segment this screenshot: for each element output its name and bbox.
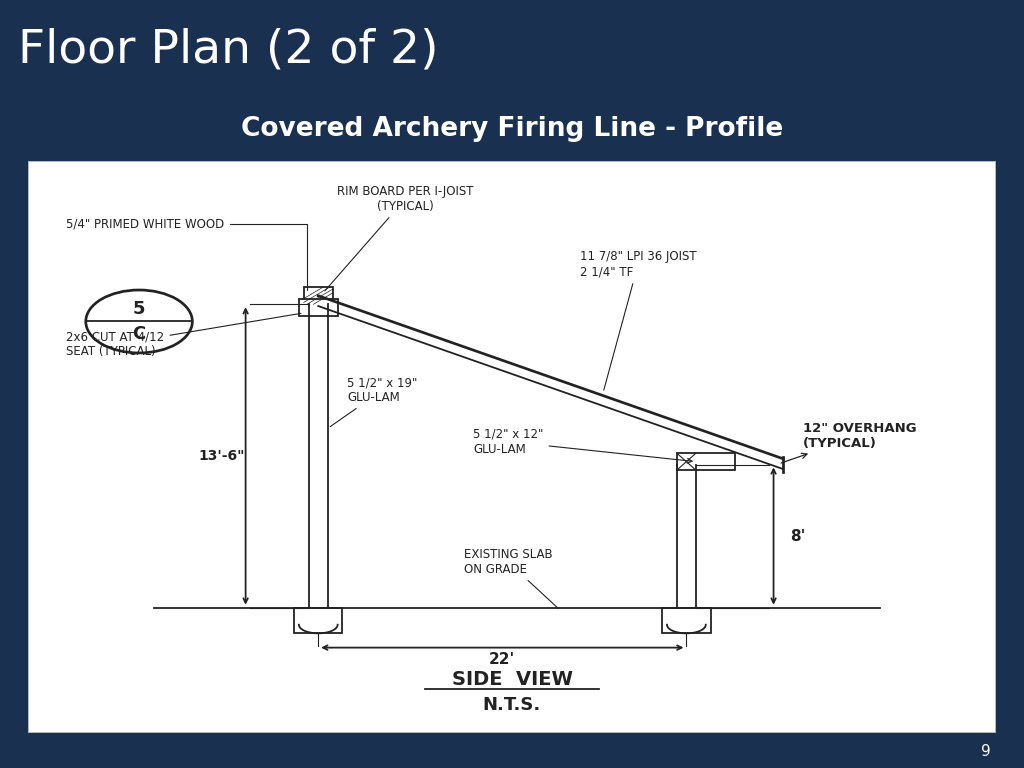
- Text: RIM BOARD PER I-JOIST
(TYPICAL): RIM BOARD PER I-JOIST (TYPICAL): [325, 185, 474, 291]
- Text: 13'-6": 13'-6": [198, 449, 245, 463]
- Text: 2x6 CUT AT 4/12
SEAT (TYPICAL): 2x6 CUT AT 4/12 SEAT (TYPICAL): [67, 313, 301, 359]
- Bar: [304, 287, 333, 304]
- Text: EXISTING SLAB
ON GRADE: EXISTING SLAB ON GRADE: [464, 548, 558, 608]
- Text: 5: 5: [133, 300, 145, 318]
- Text: C: C: [132, 325, 145, 343]
- Text: 11 7/8" LPI 36 JOIST
2 1/4" TF: 11 7/8" LPI 36 JOIST 2 1/4" TF: [580, 250, 696, 390]
- Text: 5 1/2" x 19"
GLU-LAM: 5 1/2" x 19" GLU-LAM: [330, 376, 418, 426]
- Text: 9: 9: [981, 744, 990, 760]
- Text: Floor Plan (2 of 2): Floor Plan (2 of 2): [18, 28, 439, 72]
- Bar: [677, 453, 735, 470]
- Bar: [294, 607, 342, 634]
- Text: 8': 8': [791, 528, 806, 544]
- Text: Covered Archery Firing Line - Profile: Covered Archery Firing Line - Profile: [241, 116, 783, 141]
- Text: 5 1/2" x 12"
GLU-LAM: 5 1/2" x 12" GLU-LAM: [473, 428, 692, 463]
- Text: N.T.S.: N.T.S.: [483, 696, 541, 713]
- Text: SIDE  VIEW: SIDE VIEW: [452, 670, 572, 689]
- Text: 5/4" PRIMED WHITE WOOD: 5/4" PRIMED WHITE WOOD: [67, 217, 306, 290]
- Bar: [663, 607, 711, 634]
- Text: 22': 22': [489, 651, 515, 667]
- Bar: [299, 299, 338, 316]
- Text: 12" OVERHANG
(TYPICAL): 12" OVERHANG (TYPICAL): [781, 422, 916, 463]
